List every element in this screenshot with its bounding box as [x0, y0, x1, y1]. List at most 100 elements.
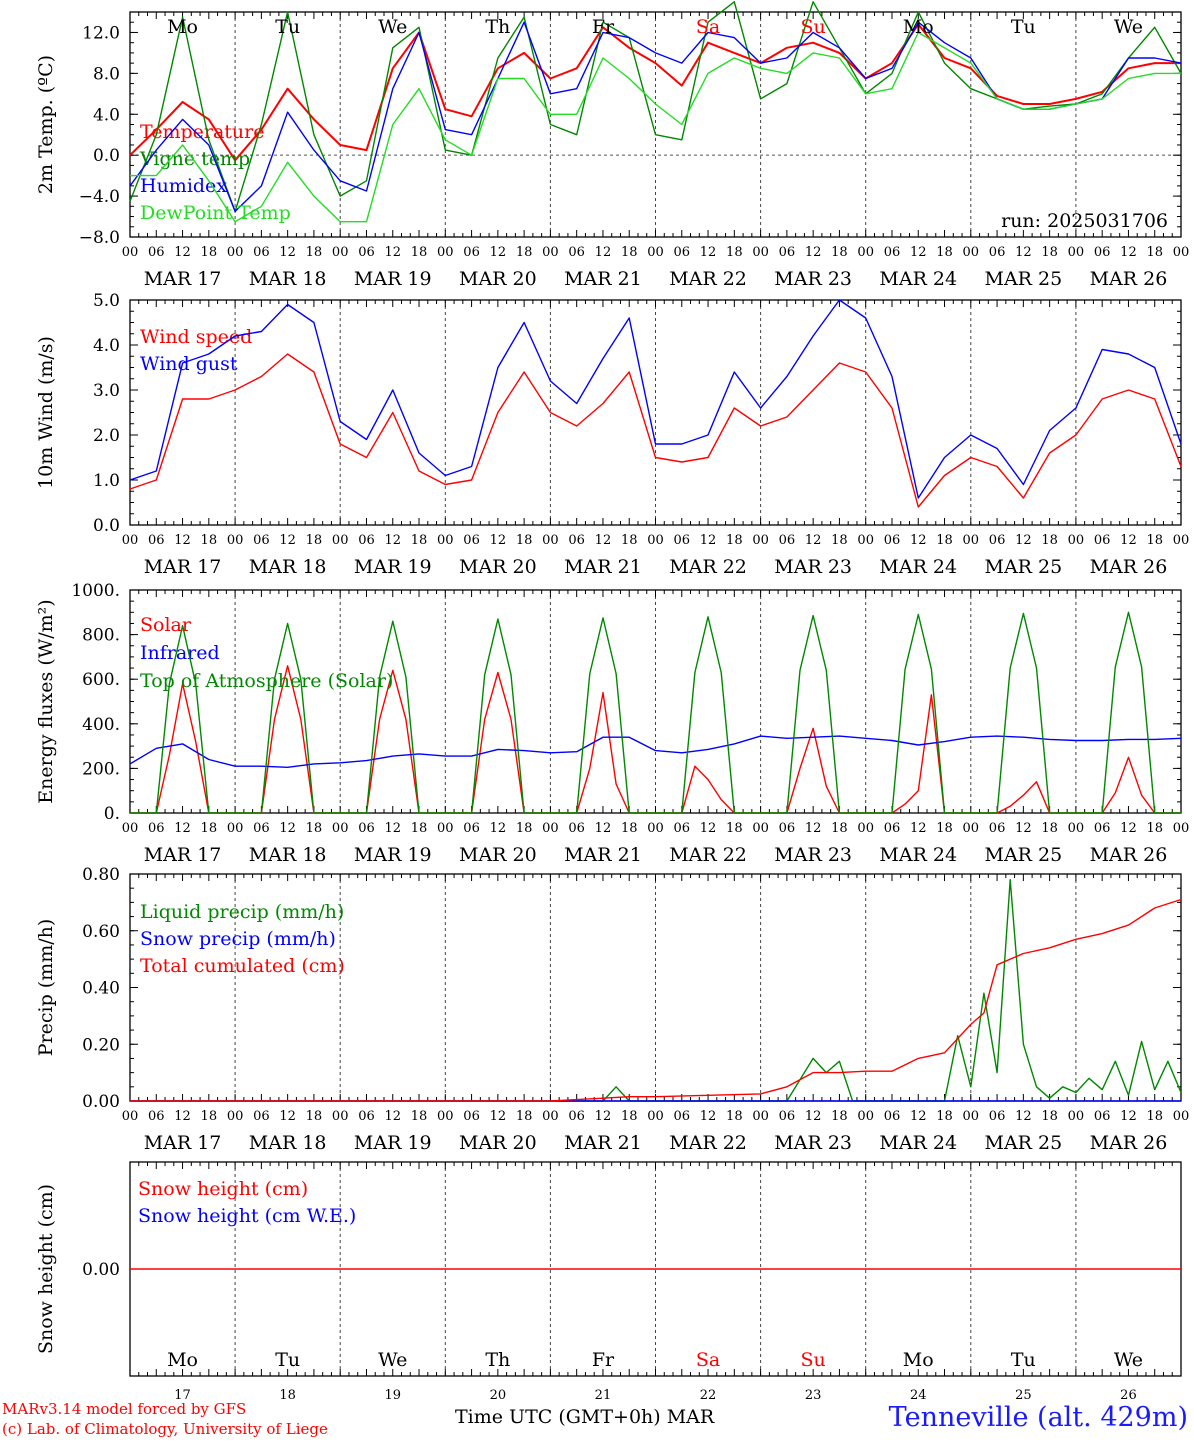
y-tick-label: 400. [82, 715, 120, 735]
hour-tick-label: 12 [279, 533, 296, 548]
date-label: MAR 17 [144, 268, 222, 290]
day-number-label: 25 [1015, 1388, 1032, 1403]
hour-tick-label: 00 [1068, 245, 1085, 260]
date-label: MAR 26 [1090, 268, 1168, 290]
hour-tick-label: 12 [490, 533, 507, 548]
hour-tick-label: 00 [752, 533, 769, 548]
weekday-label: Mo [903, 1349, 934, 1371]
date-label: MAR 23 [774, 556, 852, 578]
weekday-label: Tu [275, 16, 300, 38]
day-number-label: 17 [174, 1388, 191, 1403]
weekday-label: Th [485, 16, 510, 38]
hour-tick-label: 00 [1068, 821, 1085, 836]
y-tick-label: 0.00 [82, 1092, 120, 1112]
hour-tick-label: 18 [516, 1109, 533, 1124]
hour-tick-label: 06 [884, 821, 901, 836]
date-label: MAR 26 [1090, 556, 1168, 578]
date-label: MAR 20 [459, 1132, 537, 1154]
hour-tick-label: 12 [174, 533, 191, 548]
hour-tick-label: 06 [463, 245, 480, 260]
hour-tick-label: 18 [936, 245, 953, 260]
hour-tick-label: 00 [122, 245, 139, 260]
date-label: MAR 26 [1090, 1132, 1168, 1154]
hour-tick-label: 06 [358, 1109, 375, 1124]
date-label: MAR 24 [879, 844, 957, 866]
hour-tick-label: 06 [253, 245, 270, 260]
y-tick-label: 3.0 [93, 381, 120, 401]
hour-tick-label: 00 [332, 821, 349, 836]
model-credit: MARv3.14 model forced by GFS [2, 1400, 247, 1418]
hour-tick-label: 12 [174, 1109, 191, 1124]
date-label: MAR 20 [459, 556, 537, 578]
hour-tick-label: 00 [227, 821, 244, 836]
date-label: MAR 26 [1090, 844, 1168, 866]
hour-tick-label: 18 [1146, 821, 1163, 836]
day-number-label: 19 [384, 1388, 401, 1403]
hour-tick-label: 18 [306, 245, 323, 260]
weekday-label: Tu [1011, 1349, 1036, 1371]
hour-tick-label: 18 [201, 821, 218, 836]
y-tick-label: 0.60 [82, 922, 120, 942]
hour-tick-label: 00 [542, 1109, 559, 1124]
hour-tick-label: 06 [674, 533, 691, 548]
legend-entry: Wind speed [140, 326, 252, 348]
date-label: MAR 19 [354, 268, 432, 290]
date-label: MAR 25 [984, 268, 1062, 290]
weekday-label: Th [485, 1349, 510, 1371]
hour-tick-label: 18 [516, 821, 533, 836]
run-label: run: 2025031706 [1001, 210, 1168, 232]
hour-tick-label: 18 [726, 1109, 743, 1124]
day-number-label: 18 [279, 1388, 296, 1403]
date-label: MAR 22 [669, 268, 747, 290]
hour-tick-label: 00 [122, 1109, 139, 1124]
hour-tick-label: 18 [1146, 533, 1163, 548]
hour-tick-label: 00 [437, 245, 454, 260]
y-tick-label: 200. [82, 759, 120, 779]
hour-tick-label: 06 [884, 245, 901, 260]
date-label: MAR 24 [879, 556, 957, 578]
hour-tick-label: 06 [1094, 821, 1111, 836]
weekday-label: Sa [696, 1349, 720, 1371]
series-line-2 [129, 735, 1182, 768]
hour-tick-label: 12 [910, 1109, 927, 1124]
hour-tick-label: 18 [621, 245, 638, 260]
legend-entry: Infrared [140, 642, 220, 664]
date-label: MAR 21 [564, 268, 642, 290]
series-line-2 [129, 299, 1182, 499]
hour-tick-label: 00 [122, 533, 139, 548]
hour-tick-label: 18 [1041, 821, 1058, 836]
series-line-3 [130, 898, 1182, 1102]
hour-tick-label: 06 [1094, 245, 1111, 260]
hour-tick-label: 00 [1068, 533, 1085, 548]
hour-tick-label: 18 [936, 821, 953, 836]
hour-tick-label: 12 [595, 245, 612, 260]
hour-tick-label: 12 [384, 1109, 401, 1124]
hour-tick-label: 00 [122, 821, 139, 836]
hour-tick-label: 18 [831, 821, 848, 836]
hour-tick-label: 12 [700, 1109, 717, 1124]
y-tick-label: 0.80 [82, 865, 120, 885]
hour-tick-label: 18 [411, 821, 428, 836]
hour-tick-label: 18 [726, 533, 743, 548]
weekday-label: Tu [275, 1349, 300, 1371]
date-label: MAR 17 [144, 844, 222, 866]
hour-tick-label: 06 [1094, 533, 1111, 548]
date-label: MAR 24 [879, 268, 957, 290]
hour-tick-label: 06 [884, 1109, 901, 1124]
hour-tick-label: 18 [306, 821, 323, 836]
hour-tick-label: 06 [779, 1109, 796, 1124]
date-label: MAR 18 [249, 268, 327, 290]
day-number-label: 22 [700, 1388, 717, 1403]
hour-tick-label: 18 [306, 533, 323, 548]
hour-tick-label: 12 [805, 821, 822, 836]
hour-tick-label: 00 [542, 245, 559, 260]
hour-tick-label: 06 [253, 533, 270, 548]
hour-tick-label: 00 [963, 245, 980, 260]
y-tick-label: 2.0 [93, 426, 120, 446]
weekday-label: Mo [903, 16, 934, 38]
y-tick-label: 8.0 [93, 64, 120, 84]
legend-entry: Temperature [140, 121, 264, 143]
hour-tick-label: 06 [674, 245, 691, 260]
hour-tick-label: 00 [752, 245, 769, 260]
